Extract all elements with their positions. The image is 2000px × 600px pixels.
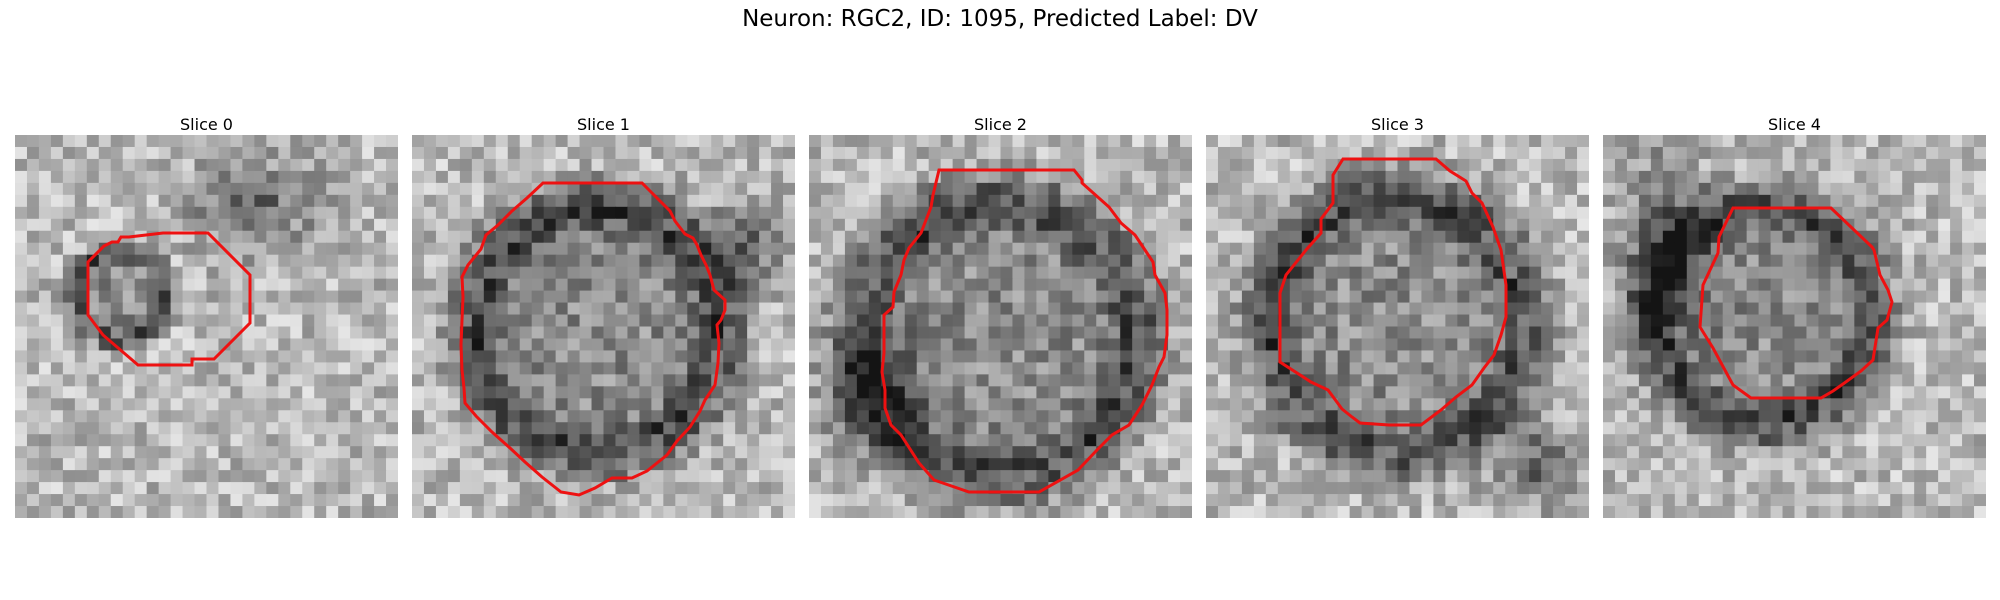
slice-title: Slice 0 [180, 115, 233, 134]
roi-contour [880, 168, 1169, 494]
slice-image [1603, 135, 1986, 518]
roi-contour [86, 231, 252, 367]
roi-contour [459, 181, 727, 497]
slice-panel-1: Slice 1 [412, 115, 795, 518]
slice-image [15, 135, 398, 518]
roi-contour [1698, 206, 1894, 400]
slice-title: Slice 1 [577, 115, 630, 134]
slice-title: Slice 2 [974, 115, 1027, 134]
slice-image [809, 135, 1192, 518]
slice-panel-2: Slice 2 [809, 115, 1192, 518]
slice-svg [1206, 135, 1589, 518]
slice-title: Slice 3 [1371, 115, 1424, 134]
slice-title: Slice 4 [1768, 115, 1821, 134]
figure-title: Neuron: RGC2, ID: 1095, Predicted Label:… [742, 6, 1258, 32]
slice-svg [412, 135, 795, 518]
roi-contour [1278, 157, 1508, 427]
slice-panel-0: Slice 0 [15, 115, 398, 518]
slice-svg [15, 135, 398, 518]
slice-image [412, 135, 795, 518]
slice-image [1206, 135, 1589, 518]
slice-svg [809, 135, 1192, 518]
slice-svg [1603, 135, 1986, 518]
slice-panel-4: Slice 4 [1603, 115, 1986, 518]
slice-panel-3: Slice 3 [1206, 115, 1589, 518]
